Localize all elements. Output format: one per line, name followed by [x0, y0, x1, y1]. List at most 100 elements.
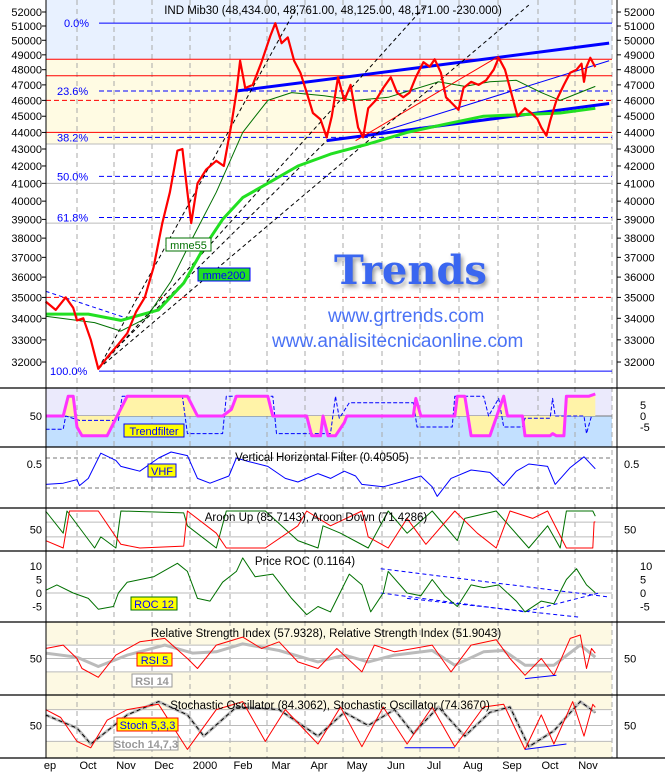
- y-tick-label-right: 34000: [624, 313, 655, 325]
- y-tick-label-right: 32000: [624, 357, 655, 369]
- rsi-14-label: RSI 14: [135, 676, 170, 688]
- indicator-tick-label: 0.5: [27, 459, 42, 471]
- stoch-5-label: Stoch 5,3,3: [120, 720, 176, 732]
- y-tick-label-right: 51000: [624, 21, 655, 33]
- y-tick-label-left: 42000: [11, 161, 42, 173]
- stoch-14-label: Stoch 14,7,3: [114, 739, 178, 751]
- upper-zone-bg: [46, 0, 612, 60]
- indicator-tick-label: 50: [30, 411, 42, 423]
- aroon-up-line: [45, 510, 596, 549]
- indicator-tick-label: 50: [30, 721, 42, 733]
- trendfilter-label: Trendfilter: [129, 426, 178, 438]
- rsi-14-label-box: [131, 673, 173, 688]
- x-tick-label: Feb: [234, 760, 253, 772]
- stoch-divergence-line: [524, 743, 567, 750]
- x-tick-label: May: [347, 760, 368, 772]
- x-tick-label: Apr: [310, 760, 327, 772]
- roc-title: Price ROC (0.1164): [255, 556, 355, 568]
- fibonacci-label: 0.0%: [64, 18, 89, 30]
- y-tick-label-left: 43000: [11, 144, 42, 156]
- aroon-down-line: [45, 510, 596, 549]
- trendline: [97, 4, 299, 370]
- fibonacci-label: 100.0%: [50, 366, 88, 378]
- trendline: [106, 140, 328, 358]
- x-tick-label: Mar: [272, 760, 291, 772]
- y-tick-label-left: 37000: [11, 252, 42, 264]
- indicator-tick-label: 5: [640, 400, 646, 412]
- y-tick-label-right: 47000: [624, 80, 655, 92]
- y-tick-label-left: 52000: [11, 7, 42, 19]
- stoch-5-line: [45, 701, 596, 750]
- stoch-14-signal-line: [45, 701, 596, 748]
- indicator-tick-label: 10: [30, 561, 42, 573]
- trendline: [355, 55, 499, 142]
- y-tick-label-right: 45000: [624, 111, 655, 123]
- y-tick-label-left: 35000: [11, 292, 42, 304]
- y-tick-label-right: 33000: [624, 335, 655, 347]
- indicator-tick-label: 0: [640, 411, 646, 423]
- fibonacci-label: 38.2%: [57, 132, 88, 144]
- y-tick-label-right: 49000: [624, 50, 655, 62]
- indicator-tick-label: 50: [624, 525, 636, 537]
- rsi-14-line: [45, 642, 597, 668]
- indicator-tick-label: 50: [624, 721, 636, 733]
- mme55-label-box: [165, 237, 212, 252]
- indicator-tick-label: 50: [30, 525, 42, 537]
- roc-label: ROC 12: [134, 599, 174, 611]
- rsi-title: Relative Strength Index (57.9328), Relat…: [151, 628, 501, 640]
- watermark-url-2: www.analisitecnicaonline.com: [271, 331, 523, 352]
- x-tick-label: 2000: [193, 760, 217, 772]
- y-tick-label-left: 33000: [11, 335, 42, 347]
- y-tick-label-left: 46000: [11, 95, 42, 107]
- indicator-tick-label: 0: [36, 588, 42, 600]
- rsi-5-line: [45, 634, 596, 678]
- y-tick-label-left: 44000: [11, 127, 42, 139]
- y-tick-label-left: 34000: [11, 313, 42, 325]
- trendline: [98, 4, 530, 370]
- x-tick-label: Nov: [116, 760, 136, 772]
- mme200-label-box: [197, 267, 251, 282]
- x-tick-label: Dec: [154, 760, 174, 772]
- indicator-tick-label: 0: [640, 588, 646, 600]
- vhf-label-box: [147, 463, 177, 478]
- stoch-14-label-box: [113, 736, 179, 751]
- y-tick-label-right: 36000: [624, 272, 655, 284]
- y-tick-label-left: 32000: [11, 357, 42, 369]
- y-tick-label-left: 40000: [11, 196, 42, 208]
- watermark: Trends www.grtrends.com www.analisitecni…: [271, 247, 523, 352]
- trendline: [97, 4, 427, 370]
- y-tick-label-right: 39000: [624, 214, 655, 226]
- vhf-label: VHF: [151, 466, 173, 478]
- y-tick-label-right: 46000: [624, 95, 655, 107]
- y-tick-label-left: 48000: [11, 65, 42, 77]
- y-tick-label-left: 39000: [11, 214, 42, 226]
- y-tick-label-left: 49000: [11, 50, 42, 62]
- trendline: [45, 290, 128, 319]
- y-tick-label-left: 50000: [11, 35, 42, 47]
- indicator-tick-label: 50: [624, 654, 636, 666]
- trendfilter-signal-line: [45, 395, 592, 435]
- trendline: [362, 60, 610, 138]
- y-tick-label-right: 35000: [624, 292, 655, 304]
- y-tick-label-right: 52000: [624, 7, 655, 19]
- stoch-oversold-bg: [46, 741, 612, 758]
- fibonacci-label: 23.6%: [57, 86, 88, 98]
- rsi-divergence-line: [524, 674, 557, 680]
- x-tick-label: Oct: [79, 760, 96, 772]
- price-line: [44, 22, 597, 370]
- y-tick-label-right: 37000: [624, 252, 655, 264]
- y-tick-label-left: 36000: [11, 272, 42, 284]
- y-tick-label-left: 38000: [11, 233, 42, 245]
- y-tick-label-right: 48000: [624, 65, 655, 77]
- indicator-tick-label: -5: [32, 602, 42, 614]
- trendfilter-line: [45, 392, 596, 438]
- y-tick-label-right: 40000: [624, 196, 655, 208]
- x-tick-label: Aug: [463, 760, 483, 772]
- x-tick-label: Nov: [578, 760, 598, 772]
- roc-trendline: [380, 592, 600, 613]
- rsi-5-label: RSI 5: [141, 655, 169, 667]
- x-tick-label: Jun: [387, 760, 405, 772]
- indicator-tick-label: 5: [36, 575, 42, 587]
- y-tick-label-left: 47000: [11, 80, 42, 92]
